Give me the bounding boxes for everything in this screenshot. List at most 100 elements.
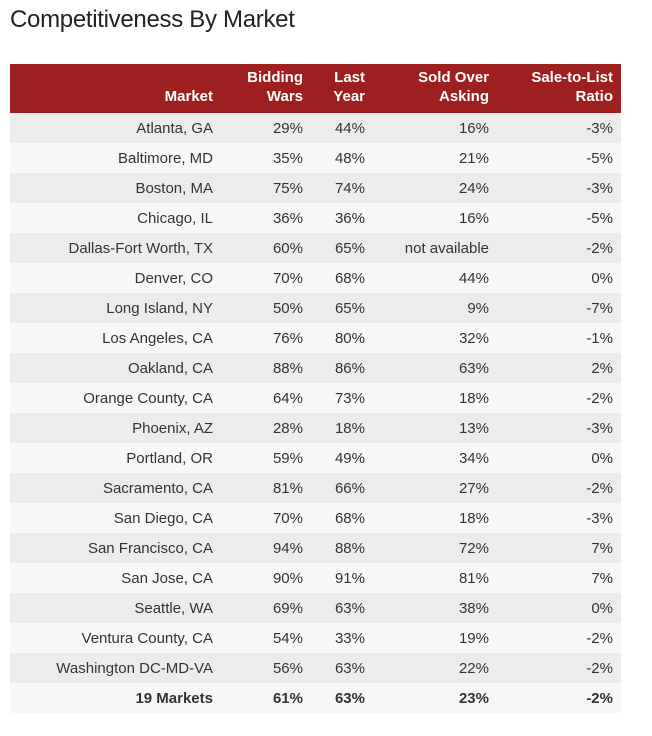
cell-market: Los Angeles, CA [10, 323, 221, 353]
cell-sold-over-asking: 72% [373, 533, 497, 563]
cell-sale-to-list-ratio: -5% [497, 203, 621, 233]
cell-last-year: 48% [311, 143, 373, 173]
cell-last-year: 66% [311, 473, 373, 503]
cell-sale-to-list-ratio: -2% [497, 383, 621, 413]
cell-last-year: 74% [311, 173, 373, 203]
table-row: San Diego, CA 70% 68% 18% -3% [10, 503, 621, 533]
table-row: Dallas-Fort Worth, TX 60% 65% not available… [10, 233, 621, 263]
table-row: Seattle, WA 69% 63% 38% 0% [10, 593, 621, 623]
header-row: Market Bidding Wars Last Year Sold Over Ask… [10, 64, 621, 113]
cell-market: Orange County, CA [10, 383, 221, 413]
cell-market: San Diego, CA [10, 503, 221, 533]
cell-market: 19 Markets [10, 683, 221, 713]
cell-bidding-wars: 56% [221, 653, 311, 683]
cell-sale-to-list-ratio: -2% [497, 653, 621, 683]
cell-last-year: 65% [311, 293, 373, 323]
cell-bidding-wars: 61% [221, 683, 311, 713]
table-row: Long Island, NY 50% 65% 9% -7% [10, 293, 621, 323]
cell-sale-to-list-ratio: -7% [497, 293, 621, 323]
cell-bidding-wars: 76% [221, 323, 311, 353]
cell-market: Long Island, NY [10, 293, 221, 323]
cell-last-year: 91% [311, 563, 373, 593]
cell-market: Portland, OR [10, 443, 221, 473]
table-row: Oakland, CA 88% 86% 63% 2% [10, 353, 621, 383]
cell-sold-over-asking: 24% [373, 173, 497, 203]
cell-market: Phoenix, AZ [10, 413, 221, 443]
cell-sold-over-asking: 9% [373, 293, 497, 323]
cell-market: Oakland, CA [10, 353, 221, 383]
cell-bidding-wars: 54% [221, 623, 311, 653]
column-header-sold-over-asking: Sold Over Asking [373, 64, 497, 113]
cell-bidding-wars: 81% [221, 473, 311, 503]
cell-sale-to-list-ratio: 7% [497, 563, 621, 593]
cell-market: San Jose, CA [10, 563, 221, 593]
cell-sold-over-asking: 13% [373, 413, 497, 443]
total-row: 19 Markets 61% 63% 23% -2% [10, 683, 621, 713]
cell-market: Chicago, IL [10, 203, 221, 233]
cell-sale-to-list-ratio: 0% [497, 593, 621, 623]
cell-bidding-wars: 64% [221, 383, 311, 413]
cell-bidding-wars: 59% [221, 443, 311, 473]
cell-market: Dallas-Fort Worth, TX [10, 233, 221, 263]
cell-last-year: 68% [311, 503, 373, 533]
table-row: San Jose, CA 90% 91% 81% 7% [10, 563, 621, 593]
competitiveness-table: Market Bidding Wars Last Year Sold Over Ask… [10, 64, 621, 713]
cell-sale-to-list-ratio: -1% [497, 323, 621, 353]
cell-sold-over-asking: 18% [373, 503, 497, 533]
table-row: Los Angeles, CA 76% 80% 32% -1% [10, 323, 621, 353]
table-row: Orange County, CA 64% 73% 18% -2% [10, 383, 621, 413]
cell-sale-to-list-ratio: 0% [497, 263, 621, 293]
cell-last-year: 73% [311, 383, 373, 413]
table-row: Chicago, IL 36% 36% 16% -5% [10, 203, 621, 233]
cell-sale-to-list-ratio: -2% [497, 683, 621, 713]
cell-sale-to-list-ratio: 2% [497, 353, 621, 383]
cell-sold-over-asking: 22% [373, 653, 497, 683]
cell-sold-over-asking: 27% [373, 473, 497, 503]
cell-sold-over-asking: 38% [373, 593, 497, 623]
cell-last-year: 49% [311, 443, 373, 473]
cell-sale-to-list-ratio: -3% [497, 503, 621, 533]
cell-sold-over-asking: 21% [373, 143, 497, 173]
column-header-market: Market [10, 64, 221, 113]
cell-last-year: 63% [311, 653, 373, 683]
table-row: Denver, CO 70% 68% 44% 0% [10, 263, 621, 293]
cell-last-year: 63% [311, 593, 373, 623]
cell-last-year: 88% [311, 533, 373, 563]
table-row: Portland, OR 59% 49% 34% 0% [10, 443, 621, 473]
cell-market: Sacramento, CA [10, 473, 221, 503]
cell-bidding-wars: 69% [221, 593, 311, 623]
cell-bidding-wars: 28% [221, 413, 311, 443]
column-header-bidding-wars: Bidding Wars [221, 64, 311, 113]
cell-sale-to-list-ratio: -2% [497, 233, 621, 263]
cell-bidding-wars: 36% [221, 203, 311, 233]
cell-market: San Francisco, CA [10, 533, 221, 563]
table-row: Washington DC-MD-VA 56% 63% 22% -2% [10, 653, 621, 683]
cell-sold-over-asking: not available [373, 233, 497, 263]
cell-bidding-wars: 70% [221, 503, 311, 533]
cell-bidding-wars: 75% [221, 173, 311, 203]
cell-market: Washington DC-MD-VA [10, 653, 221, 683]
cell-bidding-wars: 50% [221, 293, 311, 323]
cell-last-year: 36% [311, 203, 373, 233]
table-row: San Francisco, CA 94% 88% 72% 7% [10, 533, 621, 563]
cell-bidding-wars: 29% [221, 113, 311, 143]
cell-sale-to-list-ratio: -2% [497, 623, 621, 653]
cell-last-year: 44% [311, 113, 373, 143]
table-row: Sacramento, CA 81% 66% 27% -2% [10, 473, 621, 503]
page-title: Competitiveness By Market [10, 6, 295, 33]
cell-market: Denver, CO [10, 263, 221, 293]
cell-sold-over-asking: 63% [373, 353, 497, 383]
cell-last-year: 18% [311, 413, 373, 443]
cell-market: Boston, MA [10, 173, 221, 203]
cell-sold-over-asking: 32% [373, 323, 497, 353]
cell-market: Ventura County, CA [10, 623, 221, 653]
cell-last-year: 63% [311, 683, 373, 713]
cell-sale-to-list-ratio: -5% [497, 143, 621, 173]
cell-sold-over-asking: 44% [373, 263, 497, 293]
cell-bidding-wars: 94% [221, 533, 311, 563]
cell-market: Atlanta, GA [10, 113, 221, 143]
column-header-last-year: Last Year [311, 64, 373, 113]
cell-last-year: 80% [311, 323, 373, 353]
cell-sold-over-asking: 18% [373, 383, 497, 413]
table-row: Phoenix, AZ 28% 18% 13% -3% [10, 413, 621, 443]
